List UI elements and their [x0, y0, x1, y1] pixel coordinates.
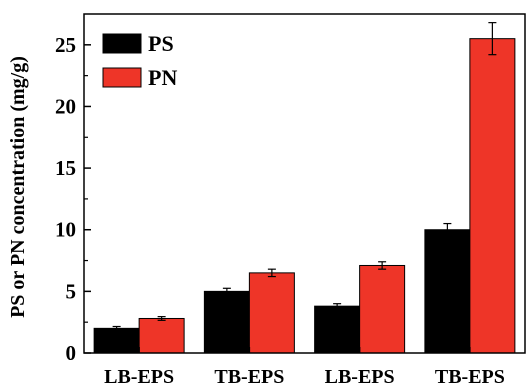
error-bar-ps-0 [112, 325, 121, 331]
y-axis-title: PS or PN concentration (mg/g) [7, 56, 29, 318]
y-tick-label: 0 [66, 341, 77, 365]
y-tick-label: 5 [66, 279, 77, 303]
x-category-label: LB-EPS [325, 366, 395, 388]
y-tick-label: 25 [55, 33, 76, 57]
plot-frame [83, 13, 526, 354]
x-category-label: LB-EPS [104, 366, 174, 388]
y-tick-label: 20 [55, 94, 76, 118]
error-bar-pn-3 [488, 22, 497, 56]
bar-pn-0 [138, 317, 185, 354]
legend-label-pn: PN [148, 65, 177, 90]
error-bar-ps-3 [443, 222, 452, 237]
bar-ps-1 [203, 290, 250, 354]
y-tick-label: 10 [55, 218, 76, 242]
bar-ps-2 [314, 305, 361, 354]
error-bar-pn-2 [378, 261, 387, 270]
x-category-label: TB-EPS [214, 366, 284, 388]
x-category-label: TB-EPS [435, 366, 505, 388]
error-bar-pn-1 [267, 268, 276, 278]
plot-area [93, 22, 516, 354]
error-bar-ps-1 [222, 287, 231, 296]
bar-pn-1 [248, 272, 295, 354]
error-bar-pn-0 [157, 316, 166, 321]
legend-swatch-ps [102, 33, 142, 54]
legend-label-ps: PS [148, 31, 174, 56]
y-tick-label: 15 [55, 156, 76, 180]
bar-ps-0 [93, 327, 140, 354]
bar-pn-3 [469, 38, 516, 354]
axes: 0 5 10 15 20 25 LB-EPS TB-EPS LB-EPS TB-EPS [55, 13, 526, 388]
legend: PS PN [102, 31, 177, 90]
bar-ps-3 [424, 229, 471, 354]
legend-swatch-pn [102, 67, 142, 88]
bar-pn-2 [359, 264, 406, 354]
error-bar-ps-2 [333, 303, 342, 310]
